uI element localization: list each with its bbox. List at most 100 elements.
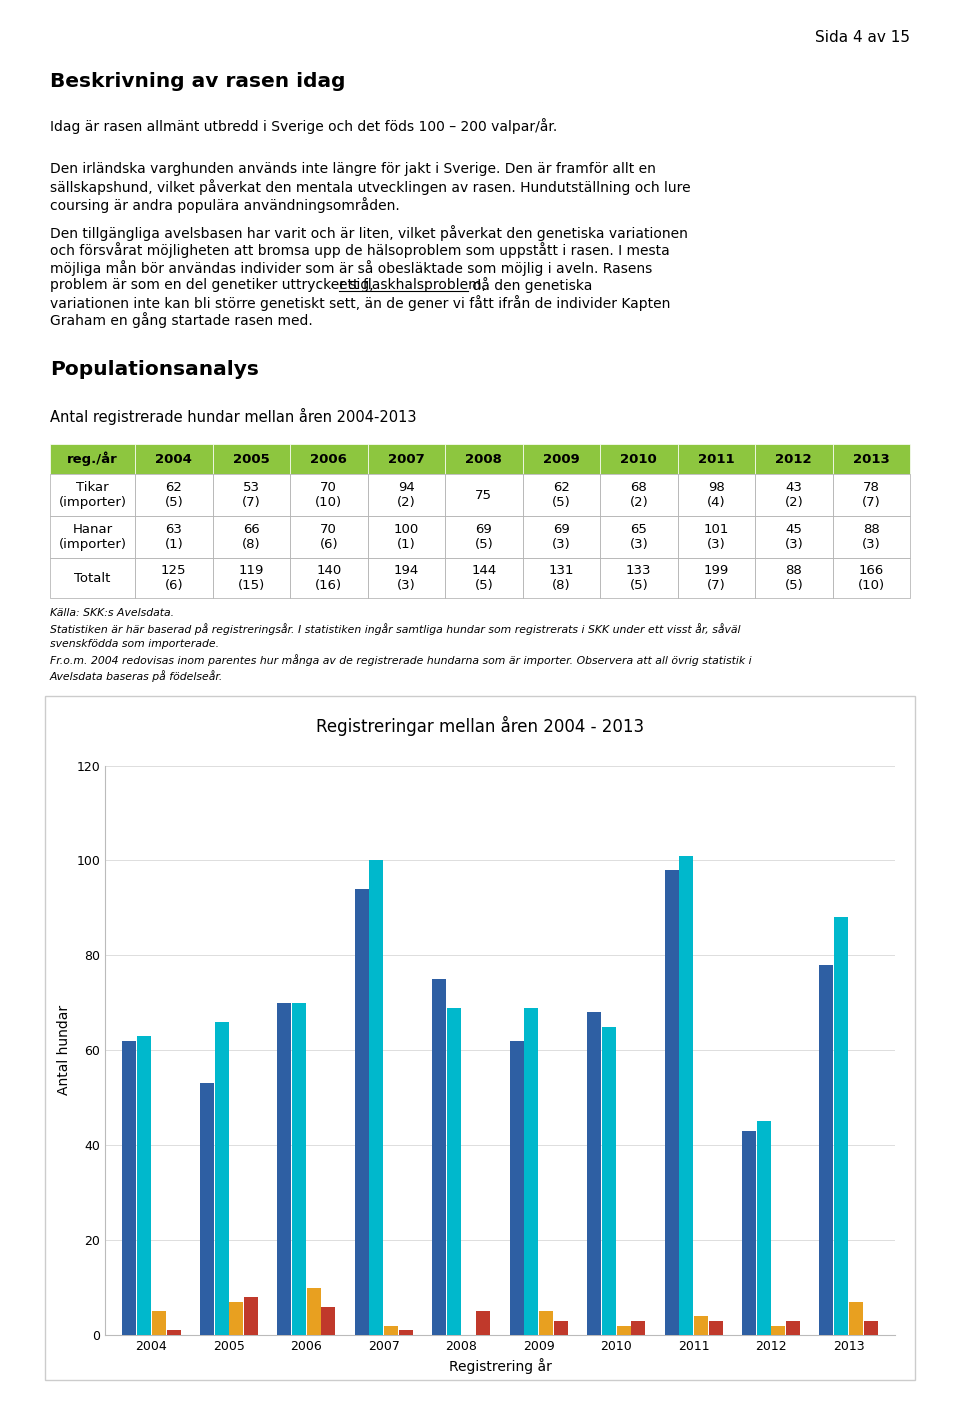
Text: 75: 75: [475, 488, 492, 502]
Bar: [600, 444, 678, 474]
Bar: [212, 516, 290, 558]
Bar: [540, 1312, 553, 1336]
Bar: [399, 1330, 413, 1336]
Text: Den irländska varghunden används inte längre för jakt i Sverige. Den är framför : Den irländska varghunden används inte lä…: [50, 162, 656, 176]
Text: problem är som en del genetiker uttrycker sig,: problem är som en del genetiker uttrycke…: [50, 277, 378, 291]
Bar: [755, 444, 832, 474]
Text: 78
(7): 78 (7): [862, 481, 880, 509]
Text: sällskapshund, vilket påverkat den mentala utvecklingen av rasen. Hundutställnin: sällskapshund, vilket påverkat den menta…: [50, 180, 690, 195]
Bar: [588, 1012, 601, 1336]
Text: 98
(4): 98 (4): [707, 481, 726, 509]
Bar: [135, 558, 212, 598]
Bar: [600, 474, 678, 516]
Text: 69
(3): 69 (3): [552, 523, 570, 551]
Bar: [445, 474, 522, 516]
Text: 2013: 2013: [852, 453, 890, 465]
Text: 68
(2): 68 (2): [630, 481, 648, 509]
Text: ett flaskhalsproblem,: ett flaskhalsproblem,: [339, 277, 486, 291]
Bar: [820, 965, 833, 1336]
Bar: [135, 474, 212, 516]
Bar: [50, 474, 135, 516]
Text: då den genetiska: då den genetiska: [468, 277, 592, 294]
Text: Statistiken är här baserad på registreringsår. I statistiken ingår samtliga hund: Statistiken är här baserad på registreri…: [50, 623, 740, 636]
Bar: [678, 558, 755, 598]
Bar: [135, 516, 212, 558]
Text: 194
(3): 194 (3): [394, 564, 419, 592]
Bar: [290, 516, 368, 558]
Bar: [370, 860, 383, 1336]
Text: 131
(8): 131 (8): [548, 564, 574, 592]
Bar: [215, 1022, 228, 1336]
Bar: [832, 516, 910, 558]
Text: 65
(3): 65 (3): [630, 523, 648, 551]
Text: Sida 4 av 15: Sida 4 av 15: [815, 30, 910, 45]
Bar: [50, 516, 135, 558]
Bar: [445, 558, 522, 598]
Bar: [322, 1306, 335, 1336]
Text: 88
(5): 88 (5): [784, 564, 804, 592]
Bar: [355, 889, 369, 1336]
Bar: [290, 474, 368, 516]
Bar: [756, 1122, 771, 1336]
Bar: [137, 1036, 151, 1336]
Text: variationen inte kan bli större genetiskt sett, än de gener vi fått ifrån de ind: variationen inte kan bli större genetisk…: [50, 295, 670, 311]
Bar: [368, 444, 445, 474]
Text: 88
(3): 88 (3): [862, 523, 880, 551]
Bar: [602, 1026, 615, 1336]
Text: Hanar
(importer): Hanar (importer): [59, 523, 127, 551]
Bar: [522, 444, 600, 474]
Text: 2006: 2006: [310, 453, 348, 465]
Text: 144
(5): 144 (5): [471, 564, 496, 592]
Text: Avelsdata baseras på födelseår.: Avelsdata baseras på födelseår.: [50, 671, 224, 682]
Bar: [680, 856, 693, 1336]
Bar: [368, 474, 445, 516]
FancyBboxPatch shape: [45, 696, 915, 1381]
Text: 2007: 2007: [388, 453, 424, 465]
Bar: [123, 1040, 136, 1336]
Text: 140
(16): 140 (16): [315, 564, 343, 592]
Bar: [678, 444, 755, 474]
Bar: [212, 444, 290, 474]
Text: 2010: 2010: [620, 453, 658, 465]
Bar: [664, 870, 679, 1336]
Text: coursing är andra populära användningsområden.: coursing är andra populära användningsom…: [50, 197, 399, 212]
Bar: [742, 1130, 756, 1336]
Text: 133
(5): 133 (5): [626, 564, 652, 592]
Bar: [786, 1320, 800, 1336]
Text: 62
(5): 62 (5): [164, 481, 183, 509]
Text: 119
(15): 119 (15): [238, 564, 265, 592]
Bar: [522, 516, 600, 558]
Bar: [708, 1320, 723, 1336]
Bar: [678, 474, 755, 516]
Bar: [200, 1084, 214, 1336]
Text: 125
(6): 125 (6): [161, 564, 186, 592]
Bar: [522, 474, 600, 516]
Bar: [772, 1326, 785, 1336]
Y-axis label: Antal hundar: Antal hundar: [57, 1005, 71, 1095]
Bar: [755, 474, 832, 516]
X-axis label: Registrering år: Registrering år: [448, 1358, 551, 1375]
Text: 2008: 2008: [466, 453, 502, 465]
Text: 45
(3): 45 (3): [784, 523, 804, 551]
Text: 70
(6): 70 (6): [320, 523, 338, 551]
Bar: [849, 1302, 863, 1336]
Bar: [368, 558, 445, 598]
Bar: [554, 1320, 567, 1336]
Text: Tikar
(importer): Tikar (importer): [59, 481, 127, 509]
Bar: [212, 474, 290, 516]
Text: 66
(8): 66 (8): [242, 523, 260, 551]
Text: 94
(2): 94 (2): [396, 481, 416, 509]
Text: 2012: 2012: [776, 453, 812, 465]
Bar: [277, 1002, 291, 1336]
Text: 62
(5): 62 (5): [552, 481, 570, 509]
Bar: [600, 516, 678, 558]
Text: Den tillgängliga avelsbasen har varit och är liten, vilket påverkat den genetisk: Den tillgängliga avelsbasen har varit oc…: [50, 225, 688, 240]
Text: Registreringar mellan åren 2004 - 2013: Registreringar mellan åren 2004 - 2013: [316, 716, 644, 735]
Text: Antal registrerade hundar mellan åren 2004-2013: Antal registrerade hundar mellan åren 20…: [50, 408, 417, 425]
Bar: [678, 516, 755, 558]
Bar: [290, 444, 368, 474]
Bar: [290, 558, 368, 598]
Bar: [384, 1326, 398, 1336]
Text: Totalt: Totalt: [74, 571, 110, 585]
Text: Beskrivning av rasen idag: Beskrivning av rasen idag: [50, 72, 346, 91]
